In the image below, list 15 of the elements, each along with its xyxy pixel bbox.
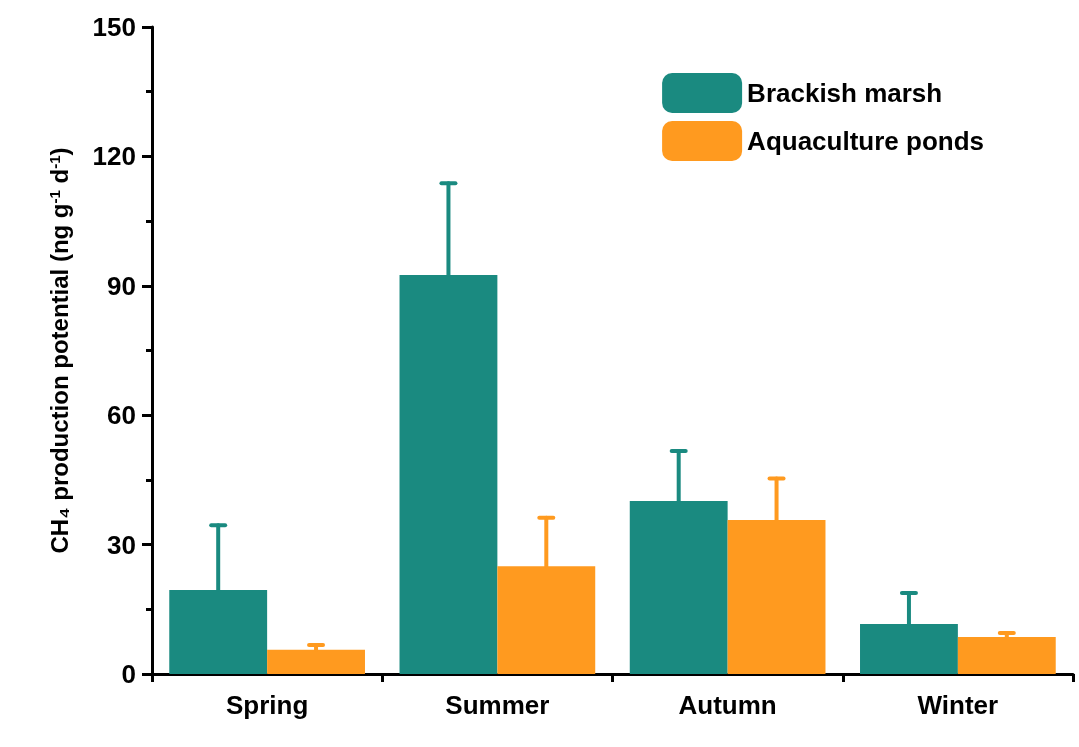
y-tick-label: 90 (107, 270, 136, 301)
y-axis-title: CH₄ production potential (ng g-1 d-1) (46, 147, 73, 554)
bar (267, 649, 365, 674)
legend-label: Aquaculture ponds (747, 126, 985, 156)
y-tick-label: 60 (107, 400, 136, 431)
y-tick-label: 150 (92, 12, 136, 42)
y-tick-label: 30 (107, 529, 136, 560)
y-tick-label: 0 (121, 659, 136, 689)
x-tick-label: Autumn (678, 690, 777, 720)
bar (957, 636, 1056, 674)
x-tick-label: Winter (917, 690, 999, 720)
y-tick-label: 120 (92, 141, 136, 172)
legend-label: Brackish marsh (747, 78, 943, 108)
x-tick-label: Summer (445, 690, 550, 720)
x-tick-label: Spring (225, 690, 309, 720)
